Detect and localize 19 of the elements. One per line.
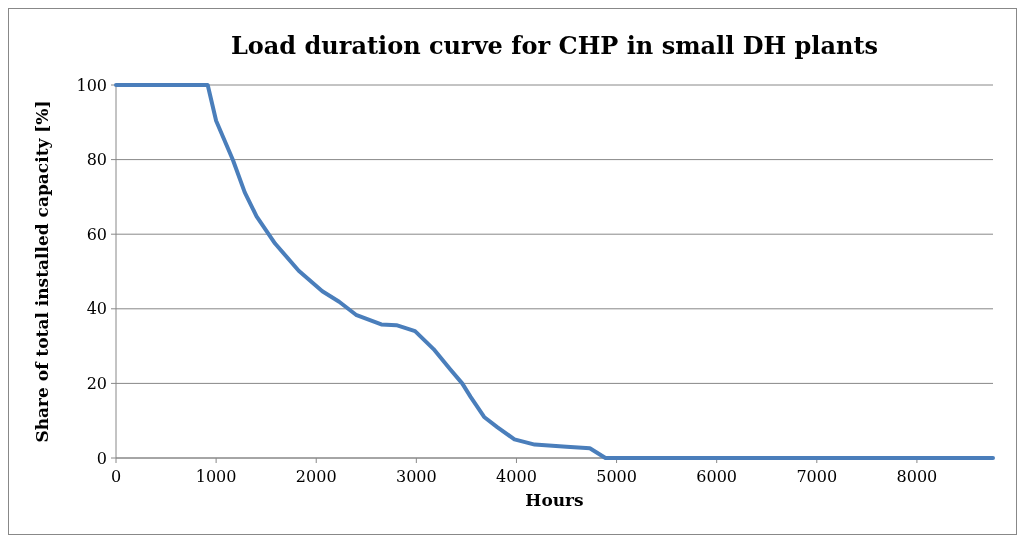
x-tick-label: 3000 <box>395 467 437 486</box>
x-tick-label: 6000 <box>696 467 738 486</box>
x-tick-label: 0 <box>110 467 122 486</box>
y-tick-label: 0 <box>96 448 107 468</box>
y-tick-label: 60 <box>86 224 107 244</box>
x-tick-label: 7000 <box>796 467 838 486</box>
y-axis-title: Share of total installed capacity [%] <box>32 100 52 443</box>
x-tick-label: 1000 <box>195 467 237 486</box>
y-tick-label: 80 <box>86 150 107 170</box>
x-tick-label: 4000 <box>496 467 537 486</box>
x-axis-title: Hours <box>525 490 584 510</box>
line-series <box>114 83 995 460</box>
y-tick-label: 40 <box>86 299 107 319</box>
y-tick-label: 20 <box>86 374 107 393</box>
x-tick-label: 8000 <box>896 467 938 486</box>
x-tick-label: 5000 <box>596 467 637 486</box>
x-tick-label: 2000 <box>295 467 337 486</box>
y-tick-label: 100 <box>76 75 107 95</box>
chart-title: Load duration curve for CHP in small DH plants <box>230 31 879 60</box>
